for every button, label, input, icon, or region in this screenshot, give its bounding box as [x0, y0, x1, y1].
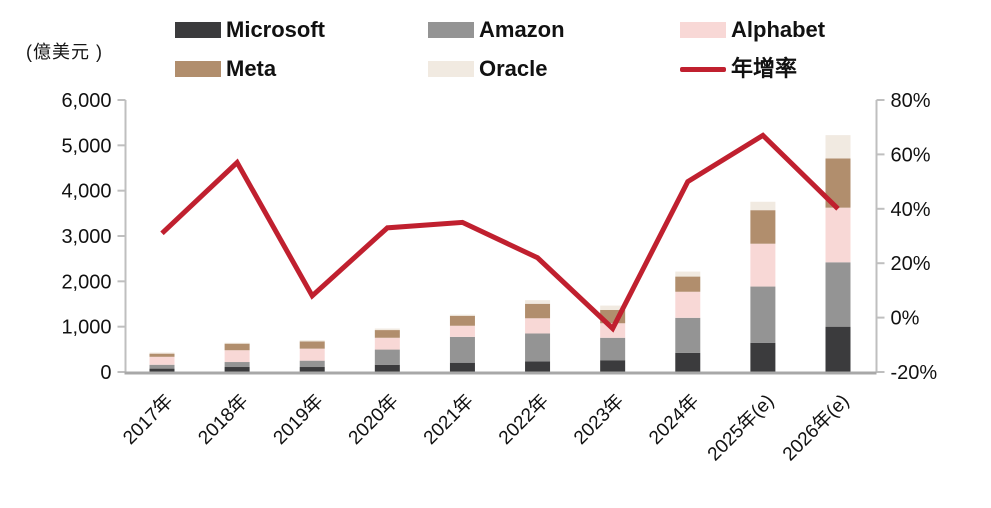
legend-item-年增率: 年增率 [680, 57, 797, 81]
bar-segment-oracle [675, 271, 701, 277]
legend-color-swatch-icon [175, 22, 221, 38]
bar-segment-amazon [224, 362, 250, 368]
right-axis-tick-label: 60% [891, 144, 931, 166]
left-axis-tick-label: 2,000 [61, 271, 111, 293]
left-axis-tick-label: 5,000 [61, 135, 111, 157]
right-axis-tick-label: 80% [891, 90, 931, 112]
bar-segment-microsoft [600, 360, 626, 372]
bar-segment-amazon [149, 364, 175, 369]
bar-segment-oracle [299, 340, 325, 342]
legend-color-swatch-icon [680, 22, 726, 38]
left-axis-tick-label: 1,000 [61, 317, 111, 339]
bar-segment-meta [675, 276, 701, 292]
bar-segment-amazon [374, 349, 400, 365]
x-axis-category-label: 2023年 [569, 390, 628, 449]
bar-segment-oracle [449, 314, 475, 316]
bar-segment-alphabet [299, 348, 325, 361]
bar-segment-microsoft [525, 361, 551, 372]
bar-segment-meta [149, 353, 175, 357]
x-axis-category-label: 2024年 [644, 390, 703, 449]
chart-legend: Microsoft Amazon Alphabet Meta Oracle 年增率 [0, 0, 991, 95]
bar-segment-amazon [449, 336, 475, 363]
bar-segment-microsoft [449, 362, 475, 372]
bar-segment-microsoft [374, 364, 400, 372]
bar-segment-alphabet [224, 350, 250, 363]
legend-label: Microsoft [226, 17, 325, 42]
x-axis-category-label: 2020年 [344, 390, 403, 449]
bar-segment-alphabet [374, 337, 400, 350]
legend-item-alphabet: Alphabet [680, 18, 825, 42]
legend-line-swatch-icon [680, 66, 726, 72]
bar-segment-amazon [299, 360, 325, 368]
legend-label: Alphabet [731, 17, 826, 42]
legend-label: Meta [226, 56, 277, 81]
x-axis-category-label: 2022年 [494, 390, 553, 449]
bar-segment-alphabet [825, 207, 851, 263]
bar-segment-oracle [600, 305, 626, 310]
x-axis-category-label: 2017年 [119, 390, 178, 449]
x-axis-category-label: 2019年 [269, 390, 328, 449]
bar-segment-alphabet [449, 325, 475, 337]
bar-segment-microsoft [149, 368, 175, 372]
bar-segment-alphabet [675, 291, 701, 318]
bar-segment-alphabet [525, 318, 551, 334]
growth-rate-line [160, 132, 840, 333]
bar-segment-microsoft [224, 367, 250, 372]
bar-segment-amazon [825, 262, 851, 327]
bar-segment-meta [750, 210, 776, 244]
bar-segment-amazon [600, 337, 626, 361]
legend-label: Amazon [479, 17, 565, 42]
legend-label: 年增率 [731, 56, 798, 81]
bar-segment-meta [224, 343, 250, 351]
bar-segment-microsoft [750, 342, 776, 372]
bar-segment-microsoft [825, 326, 851, 372]
bar-segment-meta [299, 341, 325, 349]
legend-label: Oracle [479, 56, 548, 81]
bar-segment-oracle [224, 342, 250, 344]
bar-segment-oracle [149, 352, 175, 354]
legend-item-oracle: Oracle [428, 57, 548, 81]
legend-item-amazon: Amazon [428, 18, 565, 42]
bar-segment-meta [525, 303, 551, 319]
right-axis-tick-label: 0% [891, 308, 920, 330]
bar-segment-amazon [750, 286, 776, 343]
bar-segment-alphabet [750, 243, 776, 287]
bar-segment-amazon [675, 317, 701, 353]
x-axis-category-label: 2018年 [194, 390, 253, 449]
bar-segment-oracle [374, 328, 400, 331]
bar-segment-microsoft [675, 352, 701, 372]
left-axis-tick-label: 3,000 [61, 226, 111, 248]
legend-item-microsoft: Microsoft [175, 18, 325, 42]
bar-segment-alphabet [149, 356, 175, 365]
bar-segment-oracle [825, 135, 851, 159]
right-axis-tick-label: 20% [891, 253, 931, 275]
legend-color-swatch-icon [428, 61, 474, 77]
bar-segment-oracle [750, 201, 776, 211]
x-axis-category-label: 2025年(e) [703, 390, 778, 465]
bar-segment-microsoft [299, 367, 325, 372]
left-axis-tick-label: 6,000 [61, 90, 111, 112]
legend-item-meta: Meta [175, 57, 276, 81]
bar-segment-meta [449, 315, 475, 326]
right-axis-tick-label: 40% [891, 199, 931, 221]
bar-segment-meta [374, 330, 400, 338]
x-axis-category-label: 2021年 [419, 390, 478, 449]
legend-color-swatch-icon [175, 61, 221, 77]
left-axis-tick-label: 4,000 [61, 181, 111, 203]
legend-color-swatch-icon [428, 22, 474, 38]
right-axis-tick-label: -20% [891, 362, 938, 384]
x-axis-category-label: 2026年(e) [778, 390, 853, 465]
bar-segment-amazon [525, 333, 551, 362]
left-axis-tick-label: 0 [100, 362, 111, 384]
left-axis-unit-label: (億美元 ) [26, 42, 103, 62]
bar-segment-oracle [525, 300, 551, 304]
